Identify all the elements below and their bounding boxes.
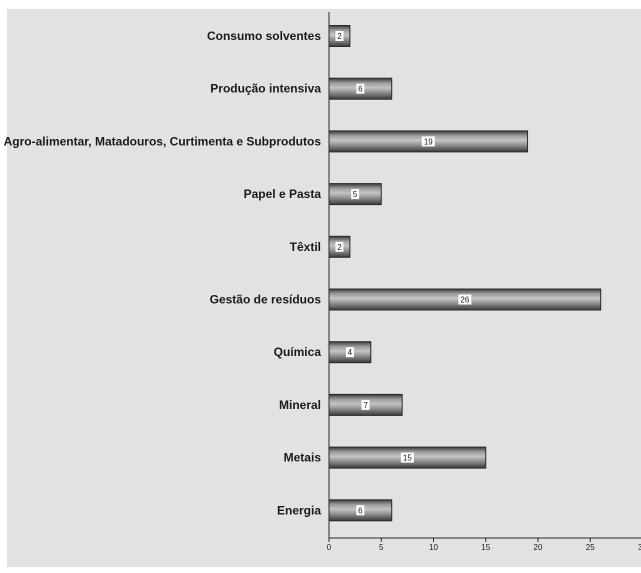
- category-label: Produção intensiva: [210, 82, 321, 96]
- data-label-box: [400, 452, 414, 463]
- category-label: Agro-alimentar, Matadouros, Curtimenta e…: [4, 134, 322, 148]
- x-tick-label: 5: [379, 543, 384, 552]
- x-tick-label: 0: [327, 543, 332, 552]
- data-label: 19: [424, 137, 433, 146]
- data-label: 26: [460, 296, 469, 305]
- x-tick-label: 25: [586, 543, 595, 552]
- data-label: 7: [363, 401, 368, 410]
- data-label: 6: [358, 85, 363, 94]
- data-label-box: [335, 31, 344, 41]
- data-label-box: [351, 189, 360, 200]
- category-label: Consumo solventes: [207, 29, 321, 43]
- data-label-box: [361, 399, 370, 410]
- category-label: Metais: [284, 451, 322, 465]
- x-tick-label: 30: [638, 543, 641, 552]
- data-label: 4: [348, 348, 353, 357]
- data-label-box: [458, 294, 472, 305]
- category-label: Têxtil: [290, 240, 321, 254]
- category-label: Energia: [277, 503, 321, 517]
- chart-background: [7, 9, 641, 567]
- x-tick-label: 15: [481, 543, 490, 552]
- data-label-box: [335, 241, 344, 252]
- data-label: 15: [403, 454, 412, 463]
- data-label-box: [345, 347, 354, 358]
- data-label-box: [356, 505, 365, 516]
- data-label: 2: [337, 32, 342, 41]
- category-label: Mineral: [279, 398, 321, 412]
- category-label: Papel e Pasta: [244, 187, 322, 201]
- category-label: Gestão de resíduos: [210, 293, 322, 307]
- data-label: 2: [337, 243, 342, 252]
- x-tick-label: 20: [534, 543, 543, 552]
- data-label-box: [421, 136, 435, 147]
- data-label: 6: [358, 506, 363, 515]
- category-label: Química: [274, 345, 322, 359]
- data-label: 5: [353, 190, 358, 199]
- data-label-box: [356, 83, 365, 94]
- x-tick-label: 10: [429, 543, 438, 552]
